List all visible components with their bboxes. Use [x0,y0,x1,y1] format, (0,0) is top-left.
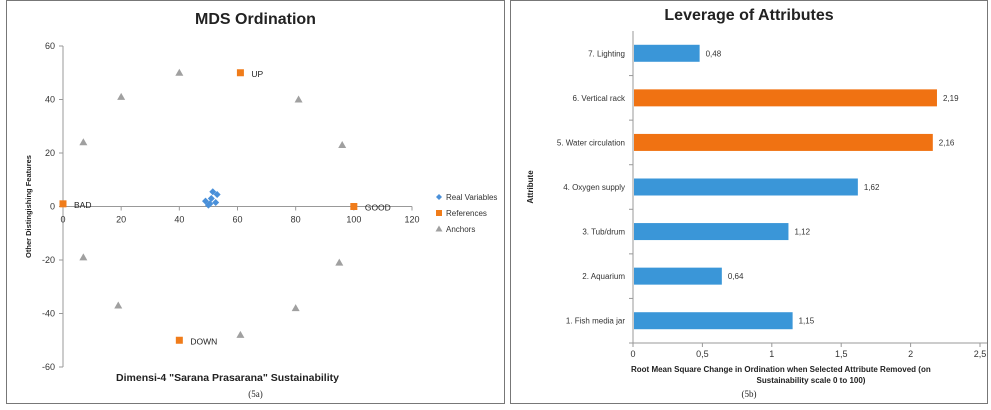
x-axis-title-line2: Sustainability scale 0 to 100) [757,376,866,385]
category-label: 7. Lighting [588,49,625,58]
reference-point [59,200,67,208]
x-tick-label: 2 [908,349,913,359]
y-axis-title: Other Distingishing Features [24,155,33,258]
x-tick-label: 0,5 [696,349,709,359]
anchor-point [236,330,245,338]
category-label: 3. Tub/drum [582,228,625,237]
x-axis-title: Dimensi-4 "Sarana Prasarana" Sustainabil… [116,372,339,384]
anchor-point [114,301,123,309]
bar [634,312,793,330]
real-variable-point [207,194,215,202]
anchor-point [79,138,88,146]
bar-value-label: 2,19 [943,94,959,103]
anchor-point [117,92,126,100]
anchor-point [175,68,184,76]
legend-label: References [446,209,487,218]
legend-label: Real Variables [446,193,497,202]
bar-value-label: 1,12 [794,228,810,237]
mds-scatter-plot: 60 40 20 0 -20 -40 -60 0 20 40 60 80 100 120 Dimensi-4… [24,41,497,384]
reference-point [350,203,358,210]
x-tick-label: 1,5 [835,349,848,359]
legend-marker-real-variables [436,194,442,200]
x-tick-label: 80 [291,215,301,225]
y-tick-label: 40 [45,95,55,105]
x-tick-label: 40 [174,215,184,225]
x-tick-label: 100 [346,215,361,225]
leverage-caption: (5b) [741,389,757,399]
bar-value-label: 1,62 [864,183,880,192]
mds-caption: (5a) [248,389,263,399]
real-variable-point [204,201,212,209]
category-label: 6. Vertical rack [573,94,626,103]
y-tick-label: -40 [42,309,55,319]
anchor-point [79,253,88,261]
category-label: 2. Aquarium [582,272,625,281]
y-tick-label: 0 [50,202,55,212]
y-tick-label: 20 [45,148,55,158]
bar-value-label: 2,16 [939,138,955,147]
real-variable-point [212,198,220,206]
category-label: 5. Water circulation [557,138,625,147]
reference-label: DOWN [190,336,217,346]
bar [634,133,933,151]
category-label: 4. Oxygen supply [563,183,625,192]
reference-label: BAD [74,200,91,210]
anchor-point [338,140,347,148]
category-label: 1. Fish media jar [566,317,625,326]
y-tick-label: -60 [42,362,55,372]
x-axis-title-line1: Root Mean Square Change in Ordination wh… [631,365,931,374]
anchor-point [291,304,300,312]
real-variable-point [213,190,221,198]
mds-ordination-panel: MDS Ordination 60 40 20 0 -20 -40 -60 0 20 40 60 80… [6,0,505,404]
bar [634,178,858,196]
legend-label: Anchors [446,225,475,234]
reference-label: GOOD [365,203,391,213]
y-tick-label: -20 [42,255,55,265]
x-tick-label: 20 [116,215,126,225]
reference-label: UP [251,69,263,79]
mds-chart-title: MDS Ordination [195,11,316,28]
bar [634,44,700,62]
bar [634,267,722,285]
x-tick-label: 60 [232,215,242,225]
bar-value-label: 1,15 [799,317,815,326]
leverage-bar-chart: 0 0,5 1 1,5 2 2,5 1. Fish media jar 1,15 2. Aqua… [526,31,987,385]
bar-value-label: 0,48 [706,49,722,58]
reference-point [236,69,244,77]
bar [634,89,937,107]
leverage-panel: Leverage of Attributes 0 0,5 1 1,5 2 2,5 1. Fi… [510,0,988,404]
anchor-point [294,95,303,103]
x-tick-label: 0 [60,215,65,225]
x-tick-label: 1 [769,349,774,359]
legend-marker-anchors [435,225,443,232]
y-tick-label: 60 [45,41,55,51]
x-tick-label: 0 [630,349,635,359]
anchor-point [335,258,344,266]
leverage-chart-title: Leverage of Attributes [664,7,834,24]
reference-point [175,336,183,344]
bar [634,223,789,241]
x-tick-label: 2,5 [974,349,987,359]
y-axis-title: Attribute [526,170,535,204]
bar-value-label: 0,64 [728,272,744,281]
real-variable-point [209,188,217,196]
x-tick-label: 120 [404,215,419,225]
legend-marker-references [436,210,442,216]
